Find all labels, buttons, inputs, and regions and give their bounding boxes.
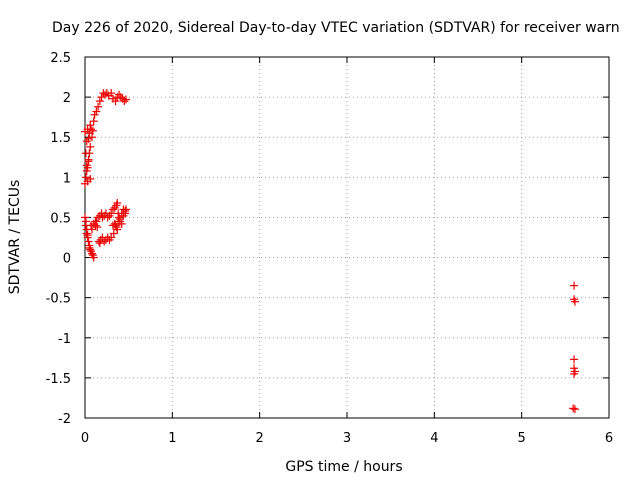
data-point: [92, 107, 101, 116]
x-tick-label: 5: [518, 431, 526, 446]
data-point: [81, 213, 89, 222]
data-point: [570, 355, 579, 364]
y-tick-label: 2: [63, 91, 71, 106]
data-point: [88, 126, 97, 135]
data-point: [86, 245, 95, 254]
data-point: [108, 205, 117, 214]
x-tick-label: 4: [430, 431, 438, 446]
data-point: [83, 163, 92, 172]
y-tick-label: 2.5: [50, 51, 71, 66]
x-axis-title: GPS time / hours: [285, 459, 402, 475]
data-point: [116, 93, 125, 102]
grid-layer: [85, 57, 609, 418]
data-point: [87, 133, 96, 142]
y-axis-title: SDTVAR / TECUs: [7, 180, 23, 295]
data-point: [84, 157, 93, 166]
x-tick-label: 0: [81, 431, 89, 446]
data-point: [569, 404, 578, 413]
data-point: [86, 142, 95, 151]
x-tick-label: 2: [256, 431, 264, 446]
data-point: [122, 95, 131, 104]
data-point: [84, 237, 93, 246]
data-point: [107, 233, 116, 242]
data-point: [570, 281, 579, 290]
data-point: [83, 233, 92, 242]
data-point: [87, 225, 96, 234]
data-point: [100, 237, 109, 246]
data-point: [109, 229, 118, 238]
x-tick-label: 1: [168, 431, 176, 446]
y-tick-label: -0.5: [46, 292, 71, 307]
data-point: [108, 221, 117, 230]
data-point: [85, 149, 94, 158]
y-tick-label: -1: [58, 332, 71, 347]
x-tick-label: 3: [343, 431, 351, 446]
data-point: [84, 134, 93, 143]
data-point: [107, 89, 116, 98]
y-tick-label: 0.5: [50, 211, 71, 226]
data-point: [122, 205, 131, 214]
data-points: [81, 89, 579, 414]
data-point: [82, 229, 91, 238]
data-point: [120, 97, 129, 106]
data-point: [87, 249, 96, 258]
data-point: [91, 217, 100, 226]
x-tick-label: 6: [605, 431, 613, 446]
data-point: [89, 253, 98, 262]
data-point: [94, 102, 103, 111]
y-tick-label: -1.5: [46, 372, 71, 387]
data-point: [95, 97, 104, 106]
data-point: [112, 223, 121, 232]
data-point: [86, 174, 95, 183]
data-point: [113, 199, 122, 208]
tick-label-layer: 0 1 2 3 4 5 6 2.5 2 1.5 1 0.5 0 -0.5 -1 -1.5 -2: [46, 51, 614, 446]
data-point: [81, 173, 90, 182]
data-point: [93, 223, 102, 232]
data-point: [89, 117, 98, 126]
y-tick-label: 1.5: [50, 131, 71, 146]
y-tick-label: 0: [63, 252, 71, 267]
data-point: [570, 405, 579, 414]
data-point: [87, 125, 96, 134]
data-point: [101, 90, 110, 99]
data-point: [121, 209, 130, 218]
data-point: [570, 297, 579, 306]
chart-title: Day 226 of 2020, Sidereal Day-to-day VTE…: [52, 20, 620, 36]
y-tick-label: -2: [58, 412, 71, 427]
y-tick-label: 1: [63, 171, 71, 186]
data-point: [107, 209, 116, 218]
data-point: [86, 121, 95, 130]
data-point: [117, 219, 126, 228]
data-point: [111, 97, 120, 106]
data-point: [570, 369, 579, 378]
data-point: [103, 213, 112, 222]
data-point: [115, 213, 124, 222]
